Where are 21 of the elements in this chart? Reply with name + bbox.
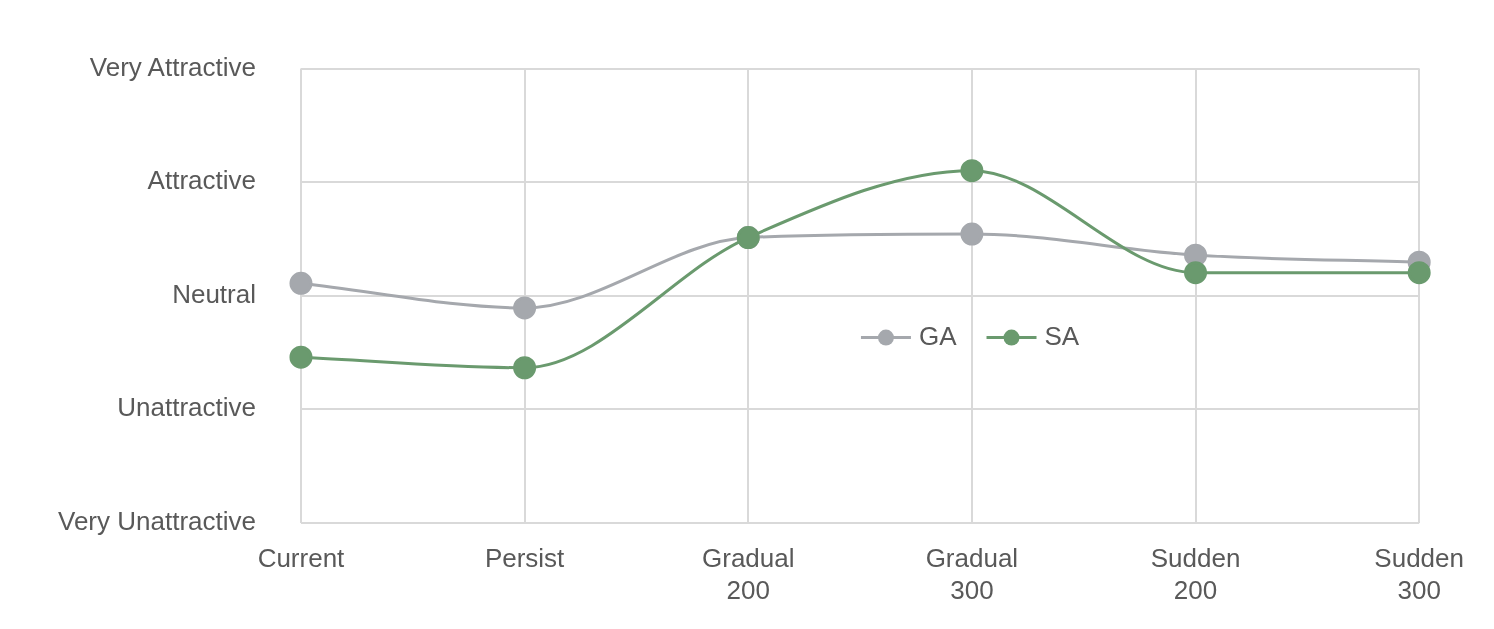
point: [289, 345, 313, 369]
x-tick-label: Gradual 200: [702, 543, 795, 605]
category-label: Very Attractive: [89, 51, 256, 82]
x-tick-label: Current: [257, 543, 346, 574]
x-tick-label: Sudden 300: [1374, 543, 1465, 605]
legend-label: SA: [1044, 320, 1080, 351]
category-label: Neutral: [172, 278, 256, 309]
category-label: Unattractive: [117, 392, 256, 423]
point: [960, 159, 984, 183]
point: [1407, 261, 1431, 285]
point: [289, 271, 313, 295]
category-label: Very Unattractive: [57, 505, 256, 536]
category-label: Attractive: [147, 165, 256, 196]
x-tick-label: Sudden 200: [1150, 543, 1241, 605]
x-tick-label: Gradual 300: [925, 543, 1019, 605]
x-tick-label: Persist: [484, 543, 566, 574]
legend-label: GA: [918, 320, 958, 351]
point: [513, 356, 537, 380]
point: [1184, 261, 1208, 285]
point: [960, 222, 984, 246]
point: [513, 296, 537, 320]
